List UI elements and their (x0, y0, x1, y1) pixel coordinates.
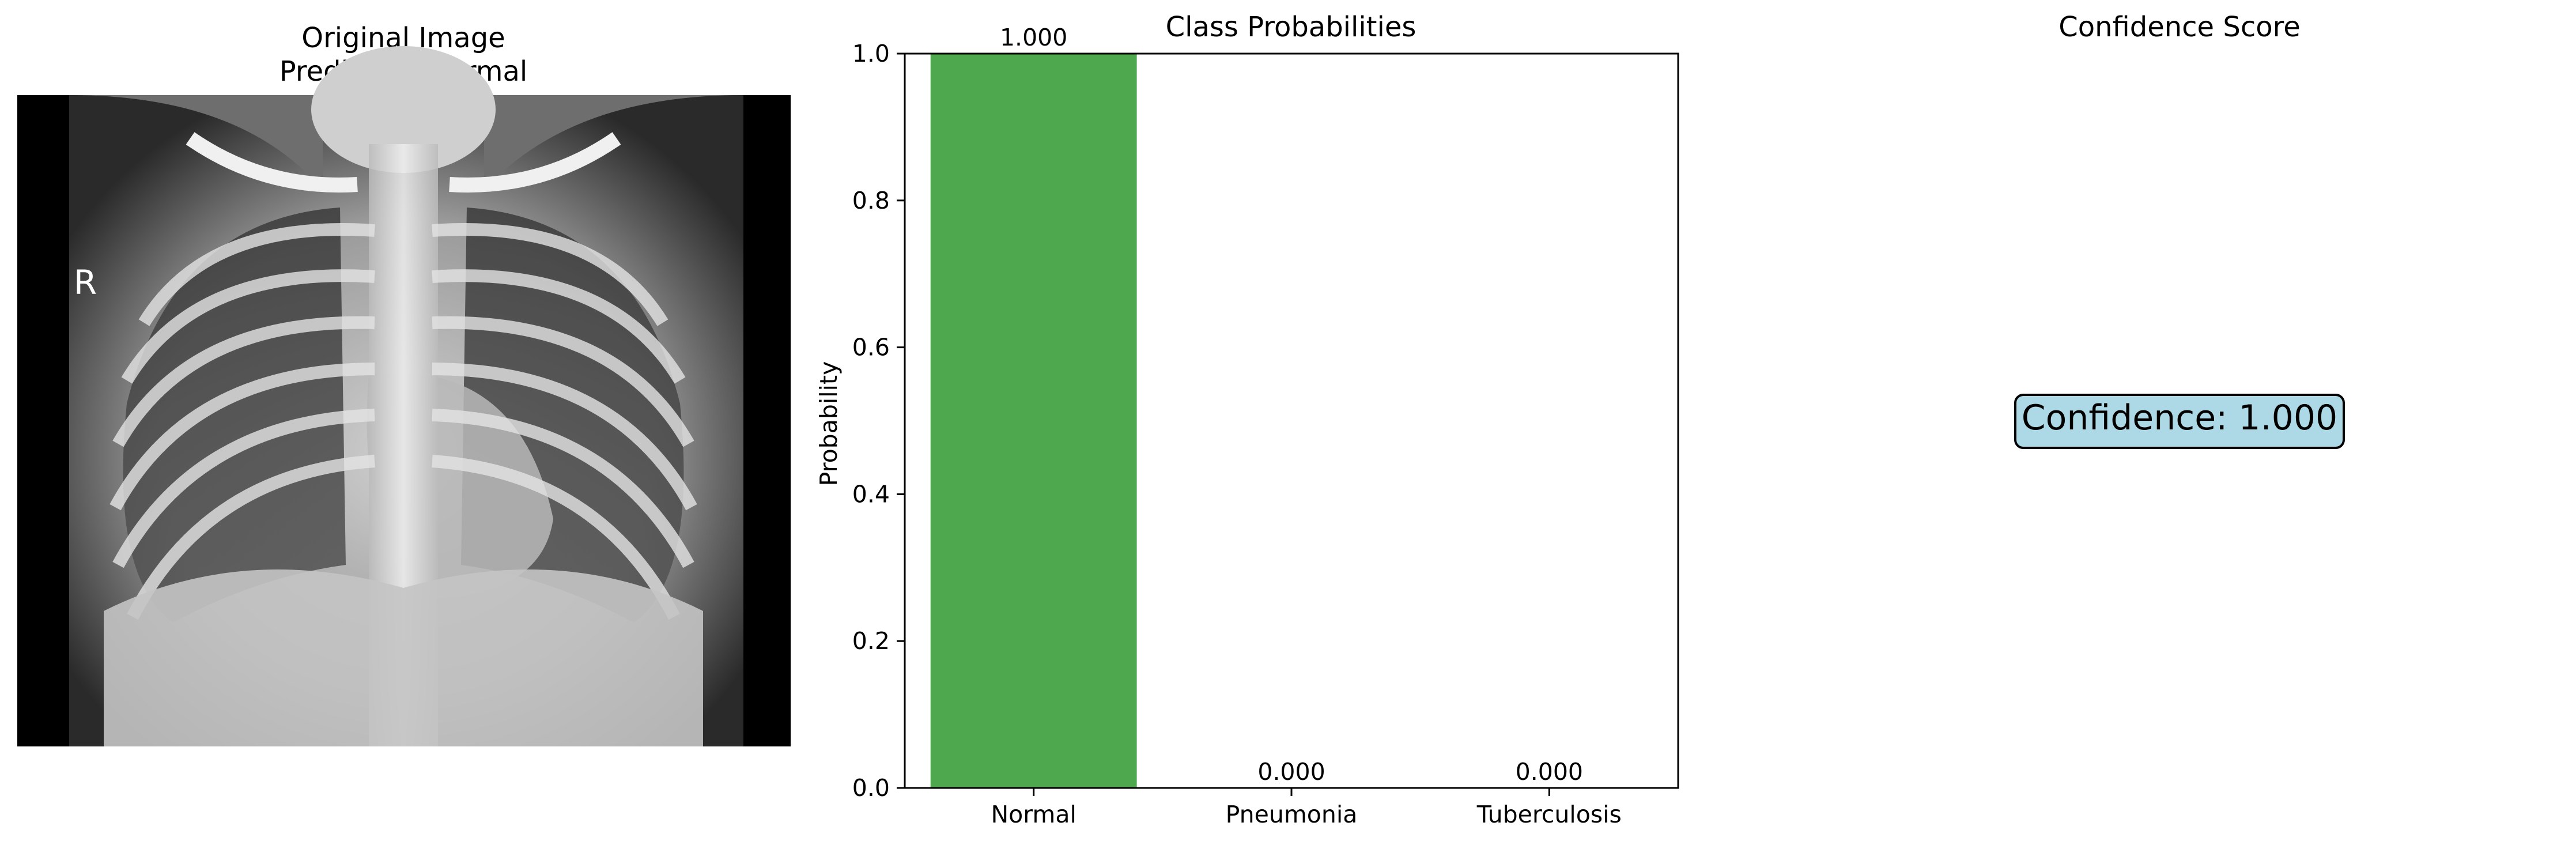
y-tick-label: 0.2 (852, 627, 890, 655)
confidence-value: Confidence: 1.000 (2022, 398, 2337, 438)
xray-panel: Original Image Predicted: Normal (17, 22, 791, 746)
bar-value-label: 0.000 (1257, 758, 1325, 786)
x-tick-label: Normal (991, 801, 1076, 828)
y-tick-label: 1.0 (852, 40, 890, 67)
chart-marks: 0.0 0.2 0.4 0.6 0.8 1.0 Normal 1.000 Pneumonia 0.… (852, 24, 1622, 828)
bar (930, 54, 1137, 788)
x-tick-label: Pneumonia (1226, 801, 1358, 828)
xray-marker-r: R (74, 263, 97, 302)
y-tick-label: 0.4 (852, 480, 890, 508)
confidence-panel: Confidence Score Confidence: 1.000 (2014, 11, 2345, 449)
x-tick-label: Tuberculosis (1476, 801, 1622, 828)
confidence-box (2014, 394, 2345, 449)
confidence-title: Confidence Score (2058, 11, 2301, 43)
bar-value-label: 0.000 (1516, 758, 1583, 786)
xray-image: R (17, 46, 791, 746)
y-tick-label: 0.0 (852, 774, 890, 802)
bar-value-label: 1.000 (1000, 24, 1067, 51)
plot-frame (904, 52, 1679, 789)
y-tick-label: 0.6 (852, 334, 890, 361)
y-axis-label: Probability (815, 361, 843, 486)
chart-title: Class Probabilities (1166, 11, 1417, 43)
y-tick-label: 0.8 (852, 187, 890, 214)
bar-chart: Class Probabilities Probability 0.00.20.… (815, 11, 1679, 828)
